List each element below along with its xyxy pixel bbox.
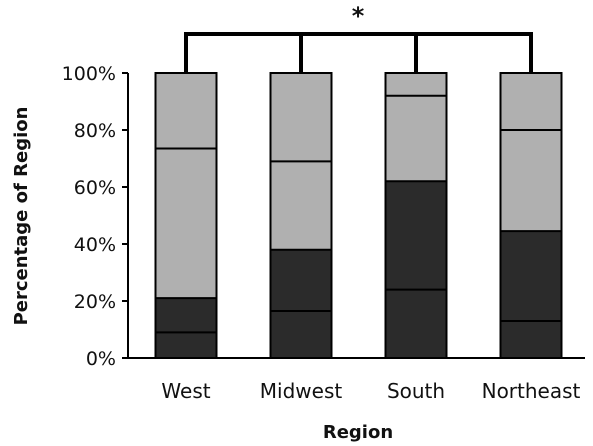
x-tick-label-south: South <box>387 379 445 403</box>
y-tick-label: 60% <box>74 177 116 199</box>
bar-segment-2-south <box>385 181 447 290</box>
y-tick-label: 0% <box>86 348 116 370</box>
x-axis-title: Region <box>323 422 393 443</box>
bar-segment-4-west <box>155 73 217 149</box>
x-tick-label-midwest: Midwest <box>260 379 343 403</box>
bars-layer <box>154 72 563 359</box>
bar-segment-3-west <box>155 148 217 299</box>
bar-segment-2-midwest <box>270 249 332 311</box>
y-tick-label: 100% <box>62 63 116 85</box>
x-tick-label-west: West <box>161 379 210 403</box>
y-tick-label: 40% <box>74 234 116 256</box>
bar-segment-3-northeast <box>500 130 562 232</box>
significance-bracket <box>184 32 533 73</box>
bar-segment-4-south <box>385 73 447 96</box>
bar-segment-3-south <box>385 95 447 182</box>
bar-segment-2-northeast <box>500 231 562 321</box>
significance-asterisk: * <box>352 2 365 30</box>
bar-segment-4-northeast <box>500 73 562 130</box>
y-tick-label: 80% <box>74 120 116 142</box>
x-tick-label-northeast: Northeast <box>482 379 581 403</box>
axis-layer: West Midwest South Northeast 0% 20% 40% 60% 80% 1… <box>62 63 585 403</box>
bar-segment-4-midwest <box>270 73 332 162</box>
y-tick-label: 20% <box>74 291 116 313</box>
bar-segment-1-northeast <box>500 320 562 358</box>
bar-segment-1-midwest <box>270 310 332 358</box>
bar-segment-3-midwest <box>270 161 332 250</box>
y-axis-title: Percentage of Region <box>11 107 32 326</box>
bar-segment-1-south <box>385 289 447 358</box>
bar-segment-2-west <box>155 298 217 333</box>
bar-segment-1-west <box>155 332 217 358</box>
